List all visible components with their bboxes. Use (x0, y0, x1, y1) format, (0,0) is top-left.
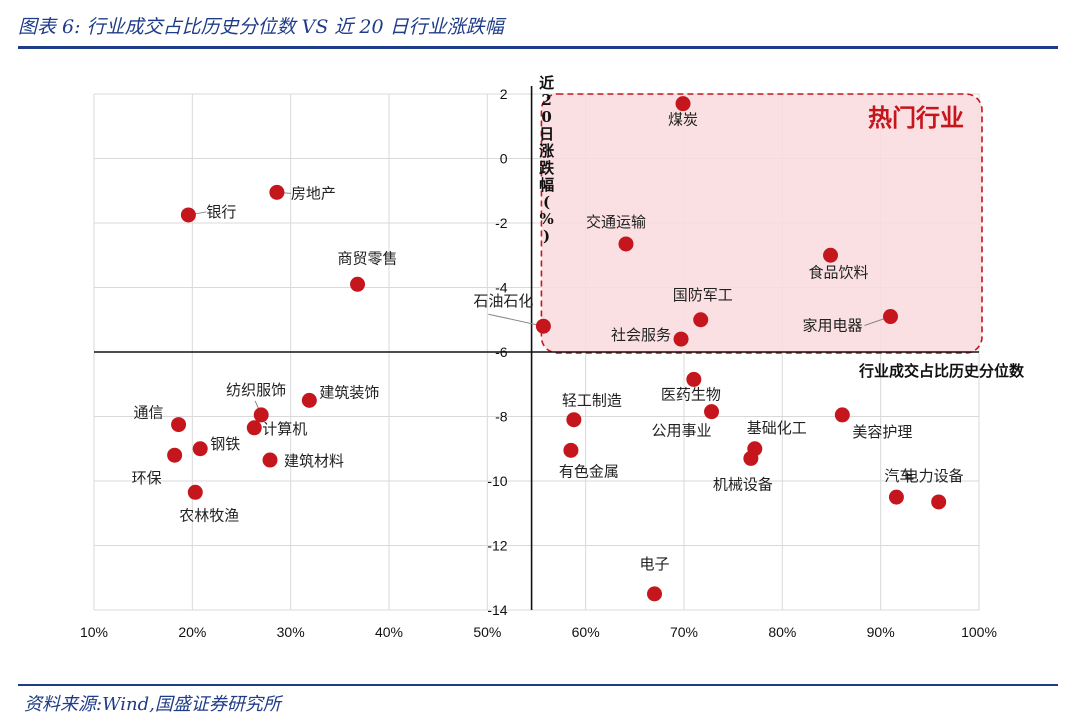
point-label: 钢铁 (210, 435, 240, 453)
title-rule (18, 46, 1058, 49)
point-label: 通信 (134, 404, 164, 422)
data-point (647, 586, 662, 602)
hot-sector-label: 热门行业 (868, 103, 964, 132)
y-tick-label: -6 (495, 344, 508, 360)
data-point (262, 452, 278, 468)
y-tick-label: 0 (500, 151, 508, 167)
data-point (167, 447, 183, 463)
point-label: 社会服务 (611, 326, 671, 344)
y-tick-label: -2 (495, 215, 508, 231)
point-label: 计算机 (262, 420, 307, 438)
scatter-chart: 热门行业 10% 20% 30% 40% 50% 60% 70% 80% 90% 100% 2 0 -… (80, 74, 1025, 640)
point-label: 建筑材料 (284, 452, 344, 470)
data-point (246, 420, 262, 436)
data-point (834, 407, 850, 423)
axes (94, 86, 979, 610)
source-note: 资料来源:Wind,国盛证券研究所 (24, 694, 281, 715)
y-tick-label: -14 (487, 602, 507, 618)
point-label: 美容护理 (852, 423, 912, 441)
point-label: 国防军工 (673, 286, 733, 304)
point-label: 纺织服饰 (226, 381, 286, 399)
x-tick-label: 100% (961, 624, 997, 640)
x-axis-title: 行业成交占比历史分位数 (858, 362, 1025, 380)
hot-sector-box (540, 93, 983, 354)
data-point (704, 404, 720, 420)
footer-rule (18, 684, 1058, 686)
point-label: 环保 (132, 469, 162, 487)
x-tick-label: 40% (375, 624, 403, 640)
figure-title: 图表 6: 行业成交占比历史分位数 VS 近 20 日行业涨跌幅 (18, 16, 504, 38)
point-label: 有色金属 (559, 462, 619, 480)
x-tick-label: 80% (768, 624, 796, 640)
data-point (301, 392, 317, 408)
point-label: 家用电器 (802, 317, 862, 335)
y-tick-label: -4 (495, 280, 508, 296)
data-point (171, 417, 187, 433)
x-tick-label: 90% (867, 624, 895, 640)
data-point (693, 312, 709, 328)
point-label: 石油石化 (473, 292, 533, 310)
point-label: 煤炭 (668, 111, 698, 129)
data-point (192, 441, 208, 457)
point-label: 公用事业 (652, 422, 712, 440)
x-tick-label: 70% (670, 624, 698, 640)
x-tick-label: 10% (80, 624, 108, 640)
point-label: 电力设备 (904, 467, 964, 485)
data-points (167, 96, 947, 602)
point-label: 农林牧渔 (179, 506, 239, 524)
point-label: 电子 (639, 555, 669, 573)
y-tick-labels: 2 0 -2 -4 -6 -8 -10 -12 -14 (487, 86, 507, 618)
data-point (180, 207, 196, 223)
data-point (883, 309, 898, 325)
point-label: 商贸零售 (338, 249, 398, 267)
hot-sector-region: 热门行业 (540, 93, 983, 354)
point-label: 轻工制造 (562, 392, 622, 410)
data-point (253, 407, 269, 423)
data-point (350, 276, 366, 292)
data-point (269, 184, 285, 200)
point-label: 交通运输 (586, 213, 646, 231)
data-point (563, 442, 579, 458)
data-point (743, 450, 759, 466)
y-tick-label: -10 (487, 473, 507, 489)
point-label: 银行 (206, 203, 236, 221)
x-tick-label: 20% (178, 624, 206, 640)
data-point (187, 484, 203, 500)
point-labels: 煤炭房地产银行交通运输食品饮料商贸零售国防军工家用电器石油石化社会服务医药生物建… (132, 111, 964, 573)
x-tick-labels: 10% 20% 30% 40% 50% 60% 70% 80% 90% 100% (80, 624, 997, 640)
data-point (888, 489, 904, 505)
data-point (535, 318, 551, 334)
point-label: 食品饮料 (809, 263, 869, 281)
data-point (931, 494, 947, 510)
point-label: 基础化工 (747, 419, 807, 437)
data-point (618, 236, 634, 252)
y-axis-title: 近 2 0 日涨跌幅(%) (539, 74, 555, 245)
y-tick-label: 2 (500, 86, 508, 102)
point-label: 机械设备 (713, 475, 773, 493)
leader-line (488, 313, 544, 327)
data-point (566, 412, 582, 428)
y-tick-label: -8 (495, 409, 508, 425)
x-tick-label: 50% (473, 624, 501, 640)
x-tick-label: 30% (277, 624, 305, 640)
data-point (686, 371, 702, 387)
point-label: 房地产 (291, 184, 336, 202)
point-label: 建筑装饰 (319, 383, 379, 401)
data-point (823, 247, 839, 263)
point-label: 汽车 (884, 467, 914, 485)
data-point (675, 96, 691, 112)
x-tick-label: 60% (572, 624, 600, 640)
point-label: 医药生物 (661, 385, 721, 403)
y-tick-label: -12 (487, 538, 507, 554)
data-point (673, 331, 689, 347)
